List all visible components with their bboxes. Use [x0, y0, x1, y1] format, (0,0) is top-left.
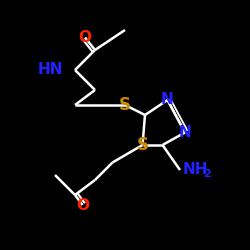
Text: S: S — [136, 136, 148, 154]
Text: S: S — [119, 96, 131, 114]
Text: N: N — [178, 125, 192, 140]
Text: HN: HN — [37, 62, 63, 78]
Text: 2: 2 — [203, 169, 211, 179]
Text: O: O — [76, 198, 89, 212]
Text: O: O — [78, 30, 92, 45]
Text: N: N — [161, 92, 174, 108]
Text: NH: NH — [182, 162, 208, 178]
